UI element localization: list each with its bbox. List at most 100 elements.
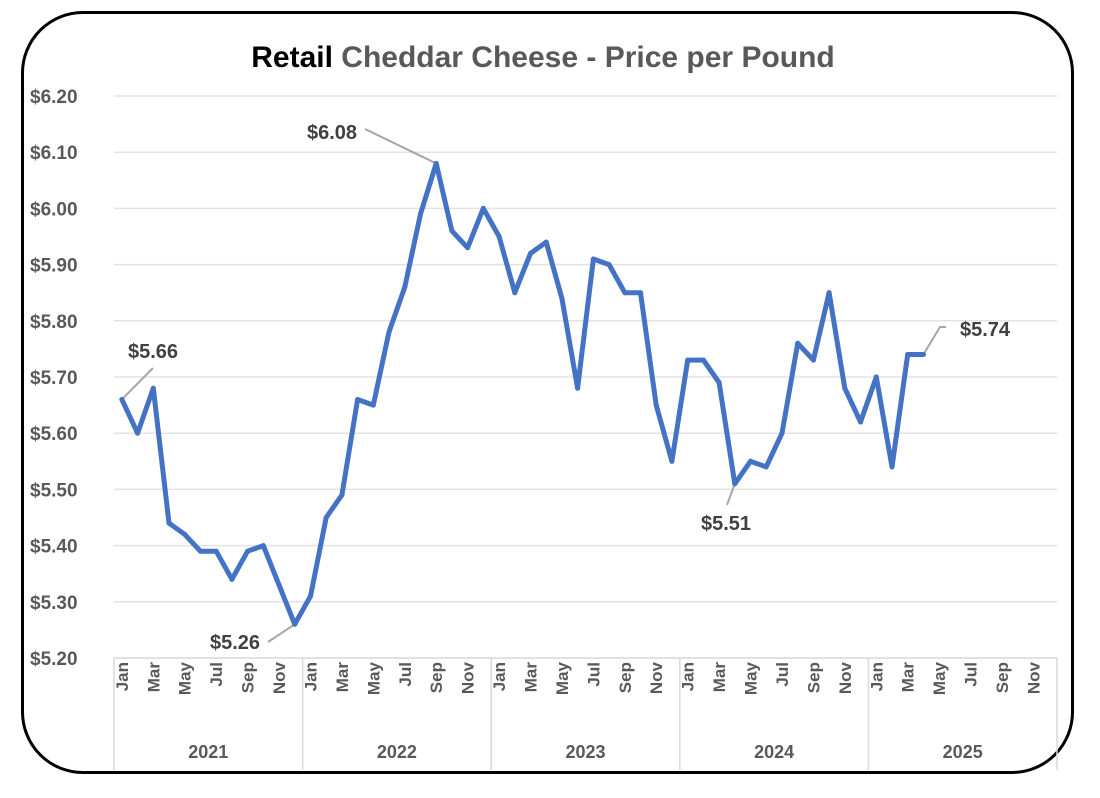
leader-line — [726, 483, 736, 506]
series-group — [119, 160, 926, 627]
data-point — [842, 385, 848, 391]
data-point — [622, 290, 628, 296]
data-point — [370, 402, 376, 408]
x-tick-label: Mar — [333, 662, 352, 693]
data-point — [638, 290, 644, 296]
data-point — [292, 621, 298, 627]
data-point — [716, 380, 722, 386]
x-tick-label: Mar — [899, 662, 918, 693]
data-point — [260, 543, 266, 549]
y-tick-label: $5.90 — [30, 256, 78, 277]
y-tick-label: $5.30 — [30, 593, 78, 614]
x-tick-label: Jan — [490, 662, 509, 691]
data-labels: $5.66 $5.26 $6.08 $5.51 $5.74 — [128, 122, 1011, 654]
series-line — [119, 160, 926, 627]
x-tick-label: Sep — [239, 662, 258, 693]
x-tick-label: Sep — [993, 662, 1012, 693]
data-point — [527, 250, 533, 256]
x-tick-label: Sep — [804, 662, 823, 693]
y-tick-label: $5.70 — [30, 368, 78, 389]
data-label: $5.26 — [210, 632, 260, 654]
leader-line — [364, 128, 437, 165]
x-tick-label: Nov — [647, 661, 666, 694]
data-label: $6.08 — [307, 122, 357, 144]
y-tick-label: $6.20 — [30, 87, 78, 108]
year-label: 2023 — [565, 742, 605, 762]
data-point — [606, 262, 612, 268]
data-point — [197, 548, 203, 554]
data-point — [402, 284, 408, 290]
data-point — [700, 357, 706, 363]
data-point — [135, 430, 141, 436]
x-tick-label: Jul — [207, 662, 226, 687]
x-tick-label: Nov — [270, 661, 289, 694]
year-label: 2025 — [943, 742, 983, 762]
y-tick-label: $5.20 — [30, 649, 78, 670]
data-point — [575, 385, 581, 391]
leader-line — [121, 367, 154, 401]
data-point — [229, 576, 235, 582]
y-tick-label: $5.60 — [30, 424, 78, 445]
x-tick-label: Jul — [773, 662, 792, 687]
year-label: 2021 — [188, 742, 228, 762]
data-point — [810, 357, 816, 363]
data-point — [307, 593, 313, 599]
leader-line — [922, 326, 946, 356]
x-tick-label: Sep — [427, 662, 446, 693]
data-point — [873, 374, 879, 380]
data-point — [543, 239, 549, 245]
x-tick-label: Mar — [710, 662, 729, 693]
data-point — [779, 430, 785, 436]
x-tick-label: Mar — [521, 662, 540, 693]
data-point — [826, 290, 832, 296]
x-tick-label: May — [930, 661, 949, 695]
x-tick-label: Jul — [396, 662, 415, 687]
chart-frame — [21, 11, 1074, 774]
data-point — [245, 548, 251, 554]
chart-title: Retail Cheddar Cheese - Price per Pound — [251, 41, 835, 74]
y-tick-label: $5.50 — [30, 480, 78, 501]
data-point — [323, 515, 329, 520]
data-point — [339, 492, 345, 498]
data-point — [496, 234, 502, 239]
y-axis-ticks: $5.20 $5.30 $5.40 $5.50 $5.60 $5.70 $5.80 $5.90… — [30, 87, 78, 670]
data-point — [465, 245, 471, 251]
data-point — [276, 582, 282, 588]
data-point — [433, 160, 439, 166]
data-point — [858, 419, 864, 425]
year-label: 2024 — [754, 742, 794, 762]
data-point — [213, 548, 219, 554]
data-point — [748, 458, 754, 464]
x-tick-label: May — [364, 661, 383, 695]
chart-title-strong: Retail — [251, 41, 333, 74]
data-point — [590, 256, 596, 262]
x-tick-label: Jul — [584, 662, 603, 687]
x-tick-label: Jan — [867, 662, 886, 691]
x-tick-label: Mar — [144, 662, 163, 693]
y-tick-label: $5.40 — [30, 537, 78, 558]
data-label: $5.66 — [128, 341, 178, 363]
data-point — [119, 396, 125, 402]
data-point — [512, 290, 518, 296]
data-label: $5.51 — [701, 513, 751, 535]
x-tick-label: Nov — [836, 661, 855, 694]
x-tick-label: Nov — [459, 661, 478, 694]
data-point — [386, 329, 392, 335]
y-tick-label: $6.00 — [30, 199, 78, 220]
data-point — [417, 211, 423, 217]
data-point — [480, 205, 486, 211]
data-point — [449, 228, 455, 234]
data-point — [182, 531, 188, 537]
data-point — [559, 295, 565, 301]
x-tick-label: Sep — [616, 662, 635, 693]
x-tick-label: Jan — [679, 662, 698, 691]
data-label: $5.74 — [960, 319, 1011, 341]
data-point — [685, 357, 691, 363]
x-tick-label: Jan — [301, 662, 320, 691]
data-point — [732, 481, 738, 487]
x-axis: Jan Mar May Jul Sep Nov 2021 Jan Mar May Jul Sep Nov… — [113, 658, 1058, 770]
x-tick-label: May — [553, 661, 572, 695]
data-point — [150, 385, 156, 391]
x-tick-label: Jan — [113, 662, 132, 691]
